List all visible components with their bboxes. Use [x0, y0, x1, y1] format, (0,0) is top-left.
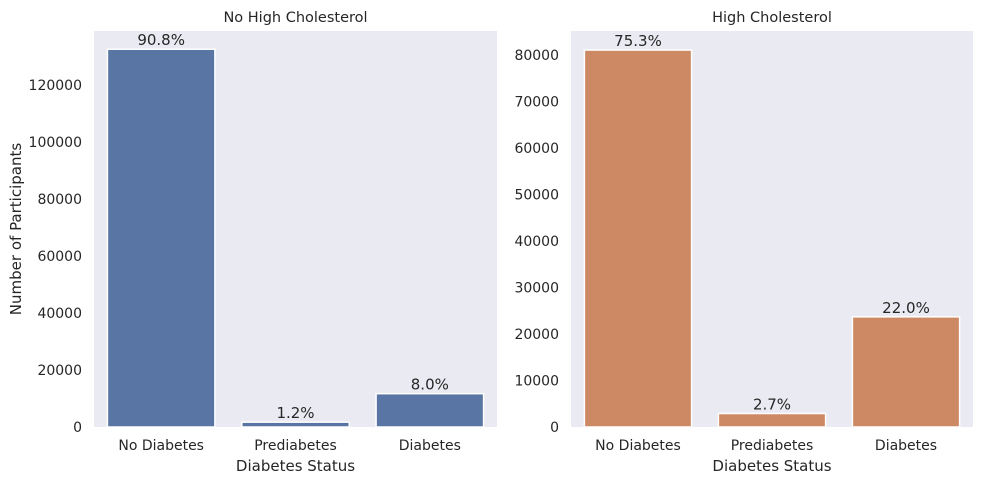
chart-no-high-cholesterol: No High Cholesterol Diabetes Status Numb… — [7, 10, 497, 475]
bar-data-label: 2.7% — [753, 396, 791, 414]
x-tick-label: Diabetes — [875, 438, 937, 454]
y-tick-label: 100000 — [29, 135, 82, 151]
bar-data-label: 22.0% — [882, 299, 930, 317]
x-tick-label: No Diabetes — [595, 438, 681, 454]
y-tick-label: 30000 — [514, 281, 559, 297]
bar-data-label: 1.2% — [276, 404, 314, 422]
x-axis-title: Diabetes Status — [236, 457, 355, 475]
x-tick-label: Prediabetes — [254, 438, 337, 454]
y-tick-label: 70000 — [514, 95, 559, 111]
bar-data-label: 75.3% — [614, 32, 662, 50]
y-tick-label: 0 — [550, 420, 559, 436]
y-tick-label: 40000 — [514, 234, 559, 250]
x-tick-label: No Diabetes — [118, 438, 204, 454]
x-ticks: No Diabetes Prediabetes Diabetes — [118, 438, 461, 454]
y-axis-title: Number of Participants — [7, 143, 25, 316]
y-ticks: 0 10000 20000 30000 40000 50000 60000 70000 8000… — [514, 48, 559, 436]
bar — [106, 48, 216, 428]
y-tick-label: 10000 — [514, 374, 559, 390]
y-tick-label: 60000 — [37, 249, 82, 265]
chart-high-cholesterol: High Cholesterol Diabetes Status 0 10000 2… — [514, 10, 973, 475]
y-tick-label: 40000 — [37, 306, 82, 322]
chart-title: No High Cholesterol — [223, 10, 367, 26]
x-tick-label: Prediabetes — [731, 438, 814, 454]
y-tick-label: 120000 — [29, 78, 82, 94]
x-axis-title: Diabetes Status — [712, 457, 831, 475]
chart-title: High Cholesterol — [712, 10, 832, 26]
bar — [583, 49, 693, 428]
data-labels: 90.8% 1.2% 8.0% — [137, 31, 449, 422]
y-ticks: 0 20000 40000 60000 80000 100000 120000 — [29, 78, 82, 436]
bar — [241, 421, 350, 428]
bars — [106, 48, 485, 428]
y-tick-label: 0 — [73, 420, 82, 436]
y-tick-label: 20000 — [514, 327, 559, 343]
y-tick-label: 60000 — [514, 141, 559, 157]
bar — [375, 392, 485, 428]
bar-data-label: 8.0% — [411, 376, 449, 394]
y-tick-label: 20000 — [37, 363, 82, 379]
x-ticks: No Diabetes Prediabetes Diabetes — [595, 438, 937, 454]
bar-data-label: 90.8% — [137, 31, 185, 49]
y-tick-label: 80000 — [514, 48, 559, 64]
x-tick-label: Diabetes — [399, 438, 461, 454]
bar — [717, 412, 827, 428]
bar — [851, 316, 961, 428]
data-labels: 75.3% 2.7% 22.0% — [614, 32, 930, 413]
y-tick-label: 50000 — [514, 188, 559, 204]
y-tick-label: 80000 — [37, 192, 82, 208]
bars — [583, 49, 961, 428]
